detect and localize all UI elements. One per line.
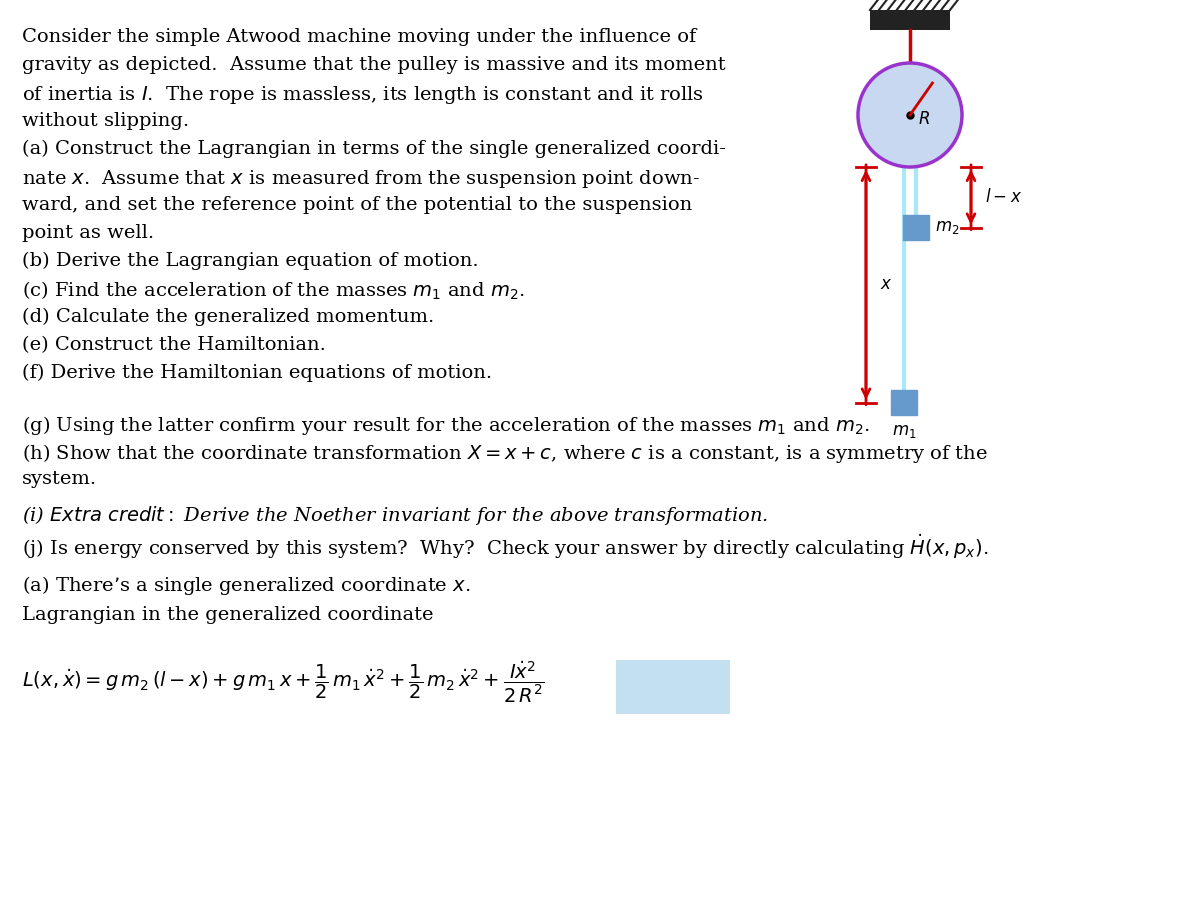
Text: (a) There’s a single generalized coordinate $x$.: (a) There’s a single generalized coordin… [22, 574, 470, 597]
Text: (c) Find the acceleration of the masses $m_1$ and $m_2$.: (c) Find the acceleration of the masses … [22, 280, 524, 302]
Text: (b) Derive the Lagrangian equation of motion.: (b) Derive the Lagrangian equation of mo… [22, 252, 479, 270]
Text: $x$: $x$ [880, 276, 893, 293]
Bar [870, 10, 950, 30]
Text: gravity as depicted.  Assume that the pulley is massive and its moment: gravity as depicted. Assume that the pul… [22, 56, 726, 74]
Text: (f) Derive the Hamiltonian equations of motion.: (f) Derive the Hamiltonian equations of … [22, 364, 492, 382]
Text: without slipping.: without slipping. [22, 112, 190, 130]
Text: $m_1$: $m_1$ [892, 423, 917, 440]
Text: (a) Construct the Lagrangian in terms of the single generalized coordi-: (a) Construct the Lagrangian in terms of… [22, 140, 726, 158]
Text: (e) Construct the Hamiltonian.: (e) Construct the Hamiltonian. [22, 336, 326, 354]
Text: $L(x,\dot{x}) = g\,m_2\,(l-x) + g\,m_1\,x + \dfrac{1}{2}\,m_1\,\dot{x}^2 + \dfra: $L(x,\dot{x}) = g\,m_2\,(l-x) + g\,m_1\,… [22, 660, 545, 705]
Text: $m_2$: $m_2$ [935, 219, 960, 236]
Text: system.: system. [22, 470, 97, 488]
Text: point as well.: point as well. [22, 224, 154, 242]
Circle shape [858, 63, 962, 167]
Text: $l-x$: $l-x$ [985, 188, 1022, 206]
Text: nate $x$.  Assume that $x$ is measured from the suspension point down-: nate $x$. Assume that $x$ is measured fr… [22, 168, 700, 190]
Bar [904, 215, 929, 240]
Text: (j) Is energy conserved by this system?  Why?  Check your answer by directly cal: (j) Is energy conserved by this system? … [22, 532, 989, 561]
FancyBboxPatch shape [616, 660, 730, 714]
Text: $R$: $R$ [918, 110, 930, 127]
Text: (i) $\mathit{Extra\ credit:}$ Derive the Noether invariant for the above transfo: (i) $\mathit{Extra\ credit:}$ Derive the… [22, 504, 768, 527]
Bar [890, 390, 917, 415]
Text: Lagrangian in the generalized coordinate: Lagrangian in the generalized coordinate [22, 606, 433, 624]
Text: ward, and set the reference point of the potential to the suspension: ward, and set the reference point of the… [22, 196, 692, 214]
Text: (h) Show that the coordinate transformation $X = x + c$, where $c$ is a constant: (h) Show that the coordinate transformat… [22, 442, 988, 465]
Text: of inertia is $I$.  The rope is massless, its length is constant and it rolls: of inertia is $I$. The rope is massless,… [22, 84, 704, 106]
Text: (d) Calculate the generalized momentum.: (d) Calculate the generalized momentum. [22, 308, 434, 327]
Text: Consider the simple Atwood machine moving under the influence of: Consider the simple Atwood machine movin… [22, 28, 696, 46]
Text: (g) Using the latter confirm your result for the acceleration of the masses $m_1: (g) Using the latter confirm your result… [22, 414, 870, 437]
